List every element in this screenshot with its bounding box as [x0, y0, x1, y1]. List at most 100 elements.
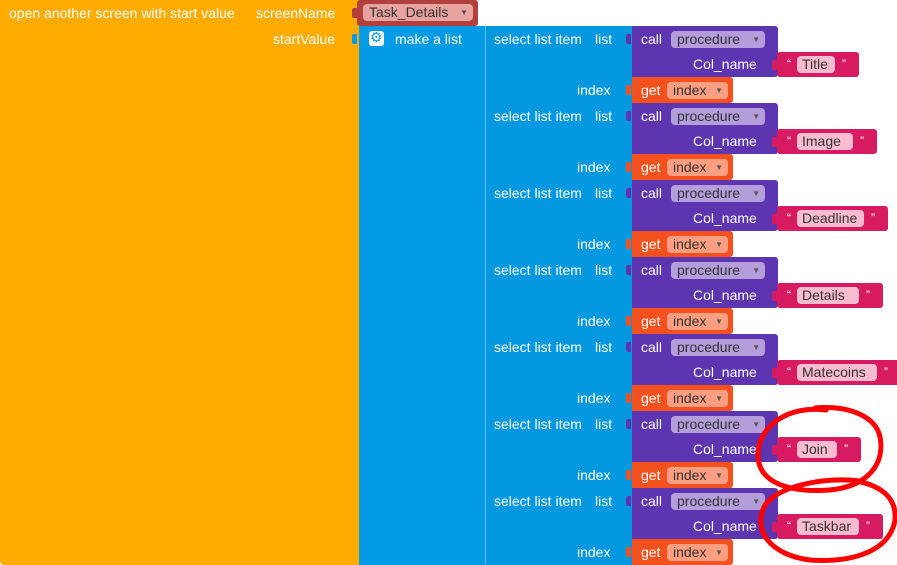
call-label: call: [641, 493, 663, 509]
get-label: get: [641, 82, 661, 98]
open-quote-icon: “: [787, 288, 791, 302]
make-a-list-label: make a list: [395, 31, 462, 47]
text-string-field[interactable]: Image: [797, 133, 853, 150]
get-label: get: [641, 390, 661, 406]
select-list-item-label: select list item: [494, 185, 582, 201]
list-label: list: [595, 339, 613, 355]
call-label: call: [641, 185, 663, 201]
procedure-dropdown[interactable]: procedure ▼: [671, 416, 765, 433]
chevron-down-icon: ▼: [752, 343, 760, 352]
col-name-label: Col_name: [693, 210, 757, 226]
select-list-item-label: select list item: [494, 262, 582, 278]
index-label: index: [577, 313, 611, 329]
text-connector: [772, 214, 777, 224]
text-string-field[interactable]: Deadline: [797, 210, 864, 227]
call-connector: [626, 419, 631, 429]
close-quote-icon: ”: [866, 288, 870, 302]
index-variable-dropdown[interactable]: index ▼: [667, 467, 728, 484]
open-quote-icon: “: [787, 211, 791, 225]
index-variable-dropdown[interactable]: index ▼: [667, 313, 728, 330]
chevron-down-icon: ▼: [460, 8, 468, 17]
select-list-item-block[interactable]: [485, 257, 632, 334]
chevron-down-icon: ▼: [752, 35, 760, 44]
chevron-down-icon: ▼: [752, 420, 760, 429]
select-list-item-label: select list item: [494, 108, 582, 124]
text-connector: [772, 445, 777, 455]
index-variable-dropdown[interactable]: index ▼: [667, 390, 728, 407]
screen-name-label: screenName: [256, 5, 336, 21]
select-list-item-label: select list item: [494, 339, 582, 355]
get-connector: [626, 162, 631, 172]
call-connector: [626, 265, 631, 275]
close-quote-icon: ”: [866, 519, 870, 533]
get-label: get: [641, 159, 661, 175]
select-list-item-block[interactable]: [485, 411, 632, 488]
list-label: list: [595, 416, 613, 432]
index-label: index: [577, 544, 611, 560]
col-name-label: Col_name: [693, 287, 757, 303]
select-list-item-label: select list item: [494, 416, 582, 432]
call-connector: [626, 342, 631, 352]
procedure-dropdown[interactable]: procedure ▼: [671, 339, 765, 356]
procedure-dropdown[interactable]: procedure ▼: [671, 493, 765, 510]
select-list-item-block[interactable]: [485, 103, 632, 180]
text-connector: [772, 368, 777, 378]
open-another-screen-block[interactable]: [0, 0, 359, 565]
list-label: list: [595, 262, 613, 278]
procedure-dropdown[interactable]: procedure ▼: [671, 185, 765, 202]
annotation-circle-join: [755, 405, 884, 493]
make-a-list-block[interactable]: [359, 26, 485, 565]
index-variable-dropdown[interactable]: index ▼: [667, 544, 728, 561]
open-quote-icon: “: [787, 134, 791, 148]
list-label: list: [595, 185, 613, 201]
select-list-item-block[interactable]: [485, 334, 632, 411]
select-list-item-label: select list item: [494, 493, 582, 509]
get-connector: [626, 393, 631, 403]
text-string-field[interactable]: Matecoins: [797, 364, 877, 381]
index-label: index: [577, 467, 611, 483]
get-label: get: [641, 544, 661, 560]
select-list-item-block[interactable]: [485, 26, 632, 103]
open-quote-icon: “: [787, 442, 791, 456]
list-label: list: [595, 493, 613, 509]
index-label: index: [577, 82, 611, 98]
chevron-down-icon: ▼: [752, 189, 760, 198]
text-string-field[interactable]: Details: [797, 287, 859, 304]
chevron-down-icon: ▼: [715, 240, 723, 249]
index-variable-dropdown[interactable]: index ▼: [667, 159, 728, 176]
open-quote-icon: “: [787, 365, 791, 379]
get-label: get: [641, 313, 661, 329]
select-list-item-block[interactable]: [485, 488, 632, 565]
procedure-dropdown[interactable]: procedure ▼: [671, 108, 765, 125]
index-variable-dropdown[interactable]: index ▼: [667, 82, 728, 99]
text-string-field[interactable]: Join: [797, 441, 837, 458]
chevron-down-icon: ▼: [752, 266, 760, 275]
open-quote-icon: “: [787, 519, 791, 533]
index-label: index: [577, 390, 611, 406]
procedure-dropdown[interactable]: procedure ▼: [671, 31, 765, 48]
close-quote-icon: ”: [844, 442, 848, 456]
select-list-item-block[interactable]: [485, 180, 632, 257]
text-string-field[interactable]: Taskbar: [797, 518, 859, 535]
text-string-field[interactable]: Title: [797, 56, 835, 73]
col-name-label: Col_name: [693, 133, 757, 149]
close-quote-icon: ”: [842, 57, 846, 71]
list-label: list: [595, 108, 613, 124]
procedure-dropdown[interactable]: procedure ▼: [671, 262, 765, 279]
call-connector: [626, 111, 631, 121]
get-connector: [626, 470, 631, 480]
annotation-circle-taskbar: [758, 477, 897, 563]
call-connector: [626, 34, 631, 44]
start-value-connector: [352, 34, 357, 44]
text-connector: [772, 291, 777, 301]
chevron-down-icon: ▼: [752, 497, 760, 506]
call-label: call: [641, 339, 663, 355]
close-quote-icon: ”: [871, 211, 875, 225]
screen-name-dropdown[interactable]: Task_Details ▼: [363, 4, 473, 21]
chevron-down-icon: ▼: [752, 112, 760, 121]
open-quote-icon: “: [787, 57, 791, 71]
index-label: index: [577, 159, 611, 175]
index-variable-dropdown[interactable]: index ▼: [667, 236, 728, 253]
mutator-gear-icon[interactable]: [369, 29, 384, 46]
call-connector: [626, 188, 631, 198]
